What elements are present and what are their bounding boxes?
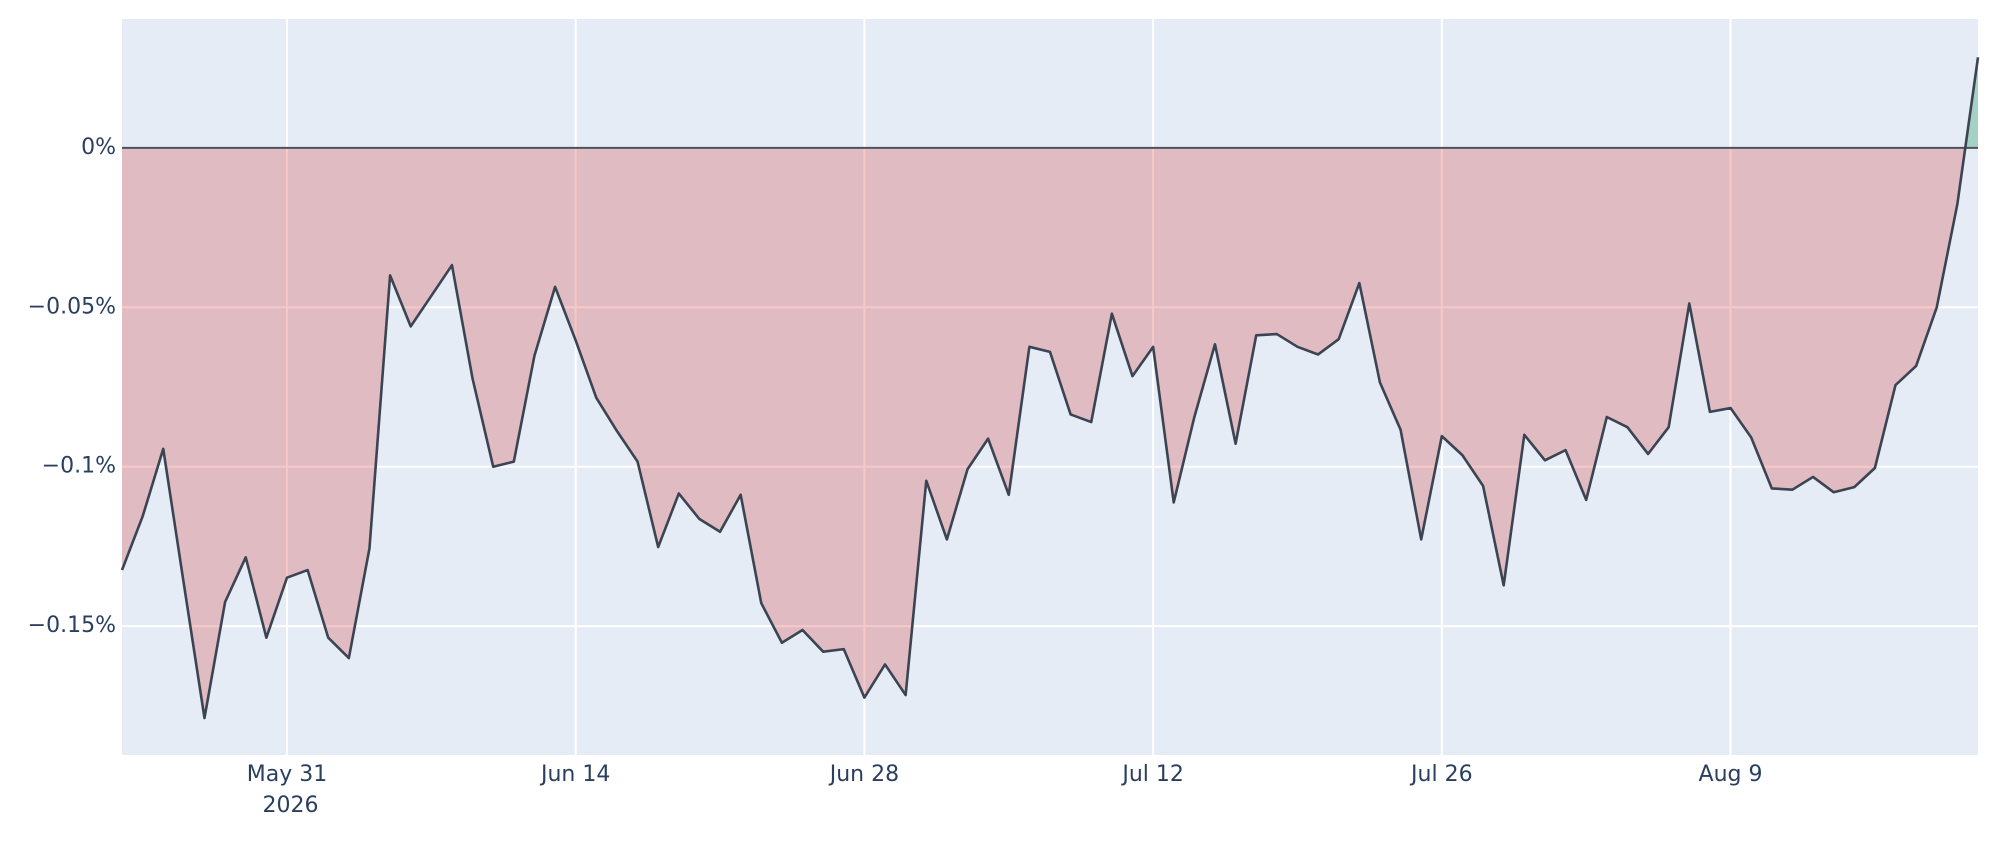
y-tick-label: −0.15% [28, 613, 116, 638]
x-tick-label: Jun 28 [828, 762, 899, 787]
plot-background [122, 19, 1978, 755]
y-tick-label: −0.1% [42, 454, 116, 479]
line [120, 57, 1980, 720]
negative-area [122, 147, 1978, 719]
x-tick-label: Aug 9 [1699, 762, 1763, 787]
y-tick-label: −0.05% [28, 294, 116, 319]
x-tick-label: Jul 26 [1409, 762, 1473, 787]
x-tick-label: May 31 2026 [247, 762, 327, 818]
x-tick-label: Jun 14 [539, 762, 610, 787]
y-tick-label: 0% [81, 135, 116, 160]
x-tick-label: Jul 12 [1120, 762, 1184, 787]
